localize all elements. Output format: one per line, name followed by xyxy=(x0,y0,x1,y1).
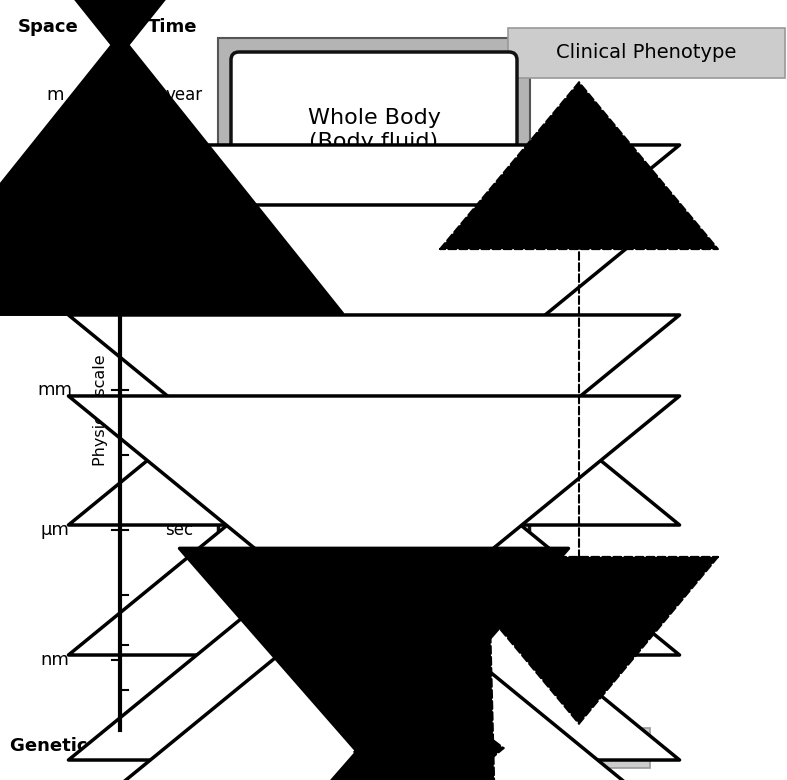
Bar xyxy=(508,28,785,78)
Text: Genotype: Genotype xyxy=(535,739,623,757)
Text: Single cell: Single cell xyxy=(317,600,431,620)
Text: Whole Body
(Body fluid): Whole Body (Body fluid) xyxy=(308,108,441,151)
Text: day: day xyxy=(165,271,195,289)
Text: mm: mm xyxy=(38,381,72,399)
FancyBboxPatch shape xyxy=(231,562,517,658)
Text: Mixture of single cells: Mixture of single cells xyxy=(260,495,488,515)
Bar xyxy=(218,38,530,485)
Text: μm: μm xyxy=(41,521,69,539)
Text: m: m xyxy=(46,86,64,104)
FancyBboxPatch shape xyxy=(219,452,530,558)
Text: Tissues/Organs: Tissues/Organs xyxy=(290,335,459,355)
Text: hour: hour xyxy=(165,381,203,399)
Text: month: month xyxy=(165,176,219,194)
Text: Time: Time xyxy=(148,18,198,36)
FancyBboxPatch shape xyxy=(231,282,517,408)
Text: Physical scale: Physical scale xyxy=(93,354,108,466)
Text: cm: cm xyxy=(41,236,68,254)
FancyBboxPatch shape xyxy=(230,728,350,776)
Text: sec: sec xyxy=(165,521,193,539)
Text: Single molecules: Single molecules xyxy=(286,678,463,698)
Text: nm: nm xyxy=(41,651,69,669)
Text: Clinical Phenotype: Clinical Phenotype xyxy=(556,44,737,62)
Text: year: year xyxy=(165,86,202,104)
Text: Space: Space xyxy=(18,18,79,36)
Text: msec: msec xyxy=(165,586,209,604)
Text: μsec: μsec xyxy=(165,636,204,654)
FancyBboxPatch shape xyxy=(231,52,517,208)
FancyBboxPatch shape xyxy=(219,643,530,733)
Text: min: min xyxy=(165,446,197,464)
Bar xyxy=(508,728,650,768)
Text: nsec: nsec xyxy=(165,681,204,699)
Text: Genome: Genome xyxy=(249,743,331,761)
Text: Genetic Information: Genetic Information xyxy=(10,737,212,755)
